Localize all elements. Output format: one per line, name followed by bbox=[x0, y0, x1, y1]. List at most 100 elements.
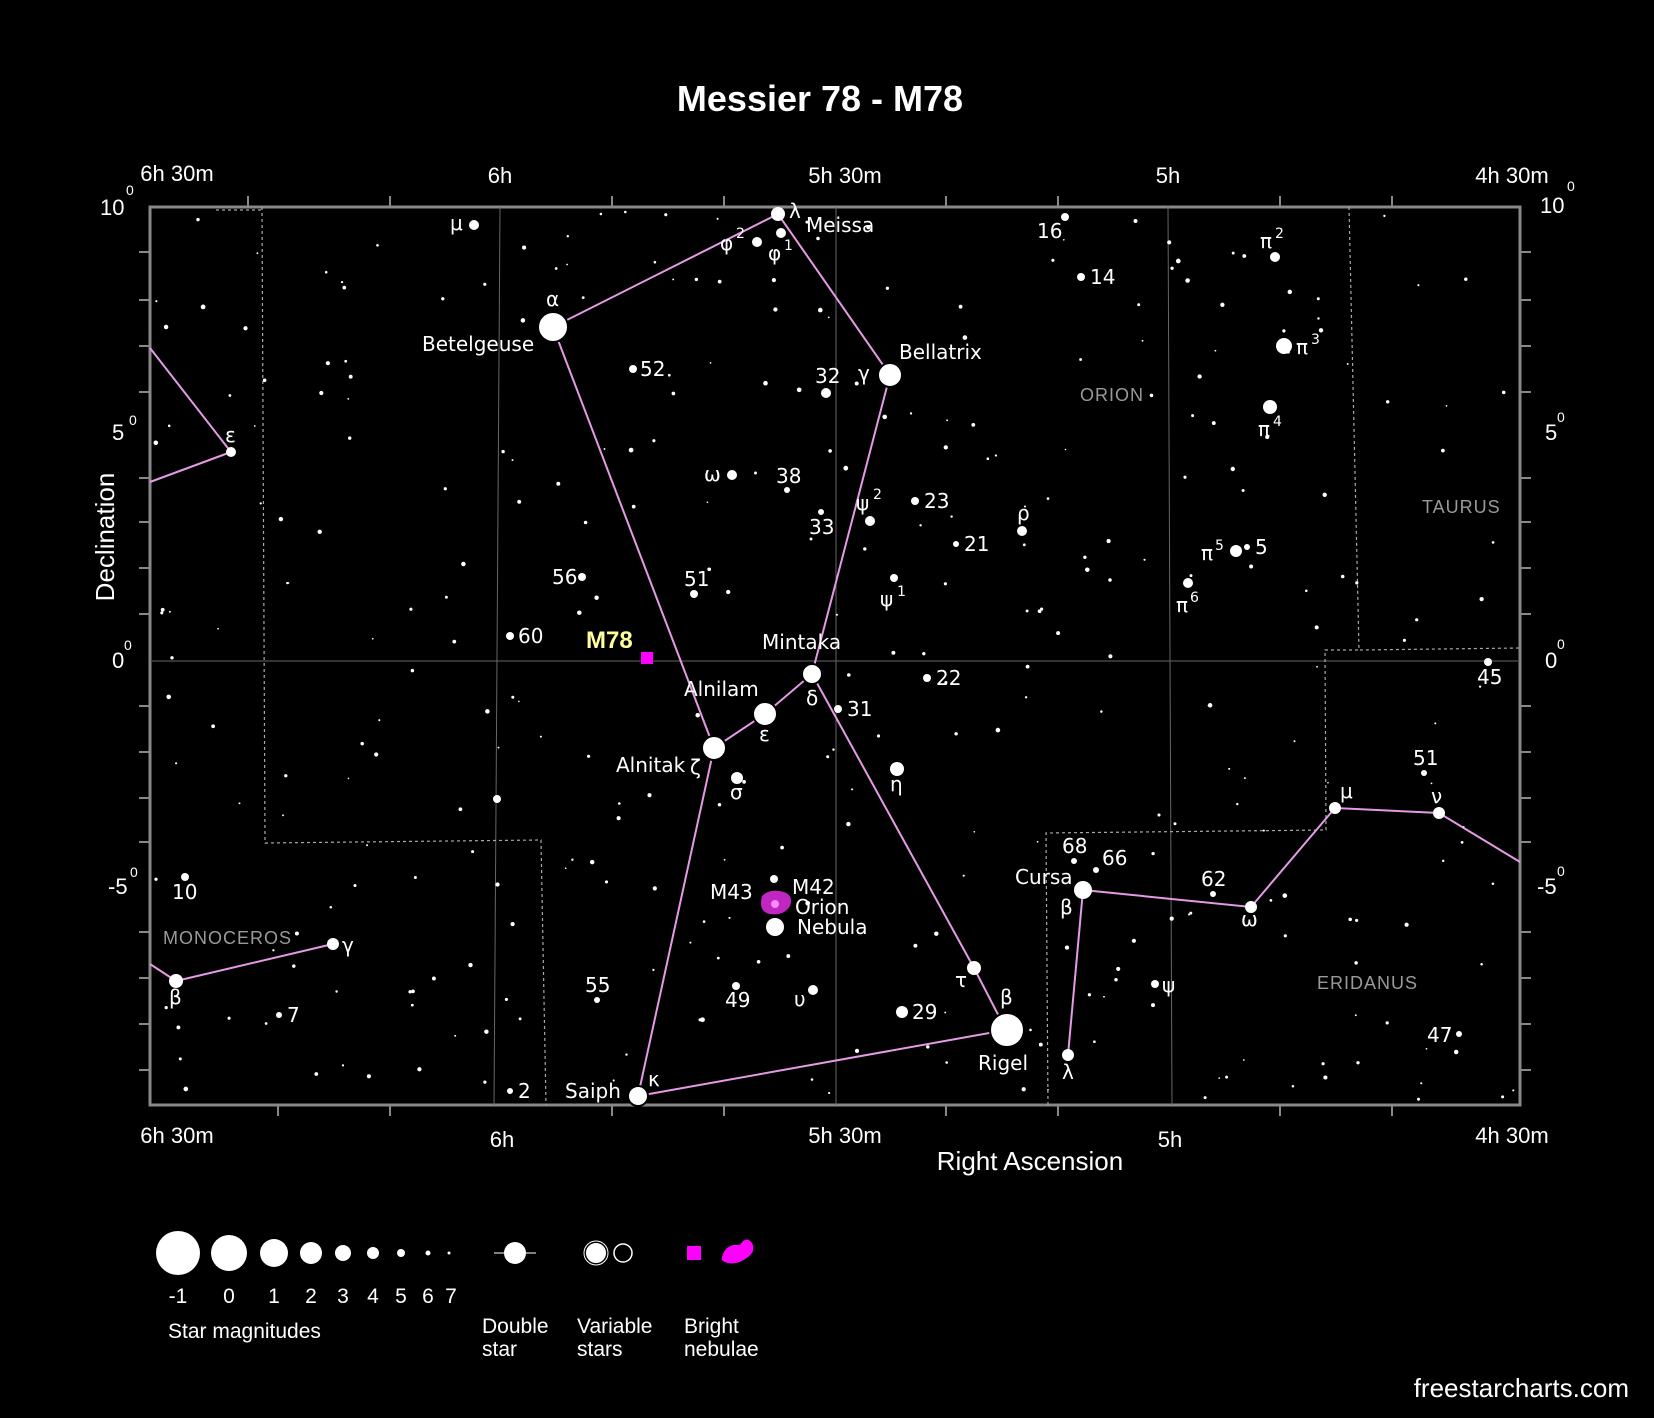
x-axis-title: Right Ascension bbox=[937, 1146, 1123, 1176]
faint-star bbox=[1106, 539, 1111, 544]
faint-star bbox=[1241, 488, 1245, 493]
faint-star bbox=[945, 1061, 948, 1064]
faint-star bbox=[264, 1022, 268, 1025]
label-10: 10 bbox=[172, 880, 197, 904]
faint-star bbox=[891, 650, 896, 655]
faint-star bbox=[1085, 567, 1090, 572]
credit-link[interactable]: freestarcharts.com bbox=[1414, 1373, 1629, 1403]
label-rigel: Rigel bbox=[978, 1051, 1028, 1075]
star-phi2 bbox=[752, 237, 762, 247]
faint-star bbox=[374, 752, 379, 757]
faint-star bbox=[846, 821, 851, 827]
ra-top-labels: 6h 30m 6h 5h 30m 5h 4h 30m bbox=[140, 161, 1548, 188]
faint-star bbox=[1512, 1089, 1515, 1092]
faint-star bbox=[340, 280, 344, 284]
legend-star-label: star bbox=[482, 1338, 517, 1361]
dec-left-labels: 10 5 0 -5 bbox=[100, 195, 128, 899]
faint-star bbox=[702, 920, 706, 923]
star-49 bbox=[732, 982, 740, 990]
faint-star bbox=[335, 990, 338, 993]
faint-star bbox=[1441, 859, 1445, 863]
faint-star bbox=[554, 267, 558, 270]
faint-star bbox=[1079, 358, 1083, 361]
star-psi-eri bbox=[1151, 980, 1159, 988]
faint-star bbox=[411, 989, 415, 994]
faint-star bbox=[816, 236, 820, 241]
faint-star bbox=[175, 762, 178, 765]
faint-star bbox=[1346, 362, 1349, 365]
faint-star bbox=[501, 449, 505, 454]
faint-star bbox=[360, 741, 364, 746]
label-phi2: φ bbox=[720, 231, 733, 255]
faint-star bbox=[556, 481, 561, 486]
legend-bright-label: Bright bbox=[684, 1315, 739, 1338]
faint-star bbox=[832, 748, 835, 751]
faint-star bbox=[854, 381, 859, 386]
label-38: 38 bbox=[776, 464, 801, 488]
label-betelgeuse: Betelgeuse bbox=[422, 332, 534, 356]
faint-star bbox=[347, 398, 350, 400]
legend-variable-star-icon bbox=[584, 1241, 608, 1265]
faint-star bbox=[1087, 993, 1092, 997]
label-omega-ori: ω bbox=[704, 462, 721, 486]
faint-star bbox=[1323, 1075, 1328, 1080]
label-pi2-sup: 2 bbox=[1275, 226, 1284, 242]
faint-star bbox=[919, 524, 922, 527]
faint-star bbox=[726, 589, 731, 595]
faint-star bbox=[1187, 913, 1191, 916]
faint-star bbox=[444, 595, 448, 599]
star-sigma bbox=[731, 772, 743, 784]
faint-star bbox=[1225, 1075, 1229, 1079]
label-47: 47 bbox=[1427, 1023, 1452, 1047]
label-eta-ori: η bbox=[890, 772, 903, 796]
star-phi1 bbox=[776, 228, 786, 238]
faint-star bbox=[882, 414, 888, 420]
label-pi2: π bbox=[1260, 229, 1272, 253]
faint-star bbox=[1062, 238, 1065, 241]
degree-mark: 0 bbox=[1557, 863, 1565, 879]
faint-star bbox=[589, 859, 595, 865]
dec-tick-right-minus5: -5 bbox=[1537, 874, 1557, 899]
faint-star bbox=[1218, 1077, 1221, 1079]
faint-star bbox=[366, 1074, 371, 1079]
faint-star bbox=[786, 954, 791, 959]
faint-star bbox=[1022, 543, 1026, 547]
faint-star bbox=[652, 886, 657, 891]
faint-star bbox=[1064, 448, 1067, 451]
faint-star bbox=[796, 387, 802, 393]
star-pi5 bbox=[1230, 545, 1242, 557]
faint-star bbox=[664, 213, 668, 217]
star-psi1 bbox=[890, 574, 898, 582]
legend-mag-value: 5 bbox=[395, 1285, 407, 1308]
faint-star bbox=[1108, 654, 1113, 659]
m78-marker[interactable] bbox=[641, 652, 653, 664]
label-bellatrix: Bellatrix bbox=[899, 340, 982, 364]
faint-star bbox=[1404, 922, 1409, 927]
star-rho bbox=[1017, 526, 1027, 536]
faint-star bbox=[167, 424, 171, 428]
faint-star bbox=[1220, 302, 1225, 307]
faint-star bbox=[885, 286, 890, 290]
faint-star bbox=[672, 278, 675, 281]
ra-tick-top-5h: 5h bbox=[1156, 163, 1180, 188]
faint-star bbox=[1189, 911, 1193, 915]
label-alpha-ori: α bbox=[546, 287, 559, 311]
faint-star bbox=[1242, 254, 1247, 258]
constellation-label-orion: ORION bbox=[1080, 385, 1144, 405]
constellation-boundaries bbox=[216, 206, 1521, 1106]
label-lambda-ori: λ bbox=[789, 199, 801, 223]
faint-star bbox=[1322, 492, 1327, 497]
faint-star bbox=[943, 582, 948, 586]
legend-variable-star-min-icon bbox=[613, 1243, 633, 1263]
star-5 bbox=[1244, 544, 1250, 550]
faint-star bbox=[468, 962, 473, 968]
faint-star bbox=[1021, 1087, 1026, 1092]
faint-star bbox=[843, 465, 849, 471]
label-pi6: π bbox=[1176, 593, 1188, 617]
faint-star bbox=[716, 956, 720, 960]
faint-star bbox=[971, 423, 976, 427]
label-31: 31 bbox=[847, 697, 872, 721]
legend-mag-circle bbox=[447, 1251, 451, 1255]
chart-title: Messier 78 - M78 bbox=[677, 78, 963, 119]
faint-star bbox=[667, 373, 671, 377]
